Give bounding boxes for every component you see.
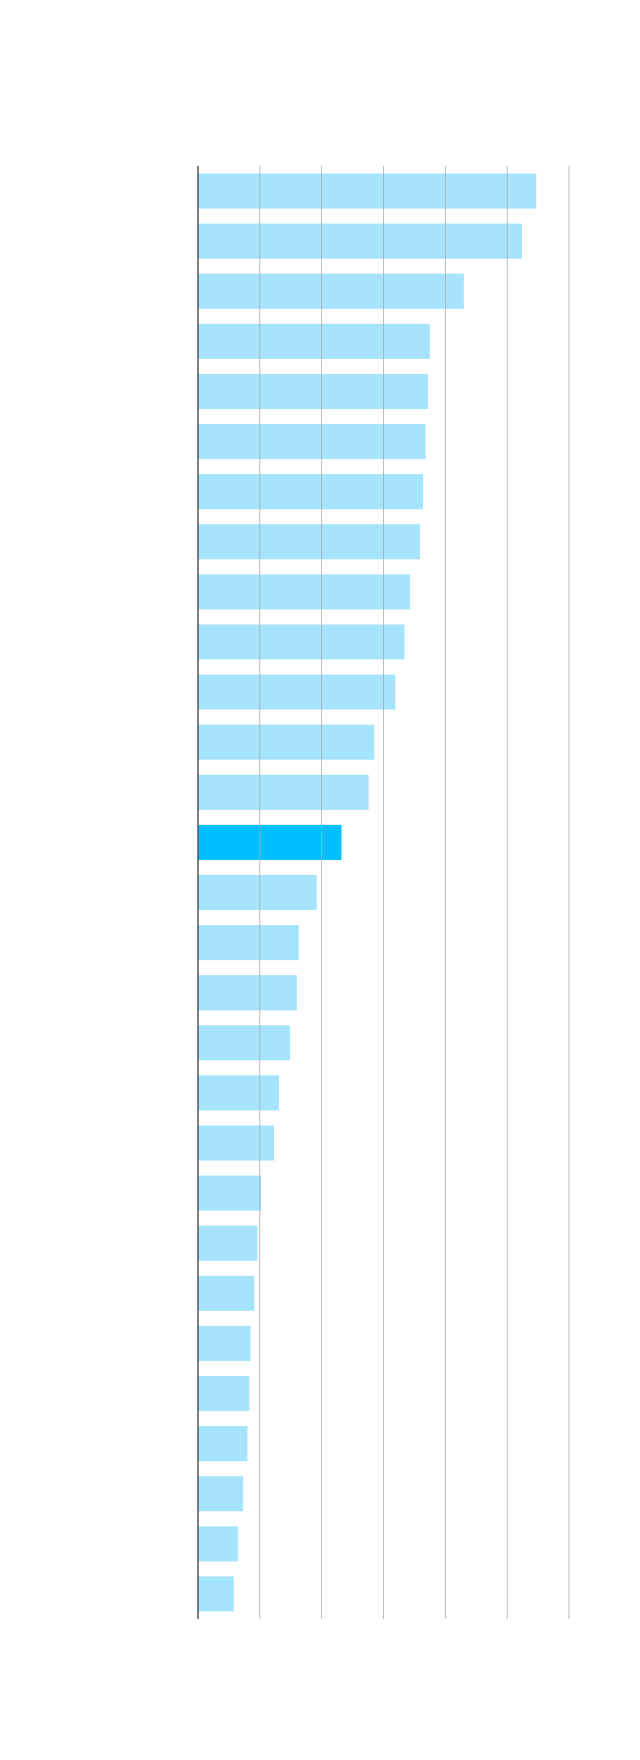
bar xyxy=(198,975,297,1011)
bar xyxy=(198,824,342,860)
bar xyxy=(198,1025,291,1061)
bar xyxy=(198,574,411,610)
bar xyxy=(198,474,424,510)
bar xyxy=(198,323,430,359)
bar xyxy=(198,1125,275,1161)
bar xyxy=(198,1375,250,1412)
bar xyxy=(198,424,426,460)
bar xyxy=(198,1476,244,1512)
bar xyxy=(198,874,317,911)
bar xyxy=(198,1225,258,1261)
bar xyxy=(198,674,396,710)
bar xyxy=(198,1075,280,1111)
bar xyxy=(198,223,523,259)
bar xyxy=(198,774,369,810)
bar xyxy=(198,273,464,309)
bar xyxy=(198,1426,248,1462)
bar xyxy=(198,1275,255,1311)
bar xyxy=(198,173,537,209)
bar xyxy=(198,524,420,560)
bar xyxy=(198,925,299,961)
bar xyxy=(198,1175,262,1211)
bar xyxy=(198,373,429,410)
bar xyxy=(198,1526,239,1562)
bar xyxy=(198,724,375,760)
bar xyxy=(198,1325,251,1361)
bar xyxy=(198,1576,234,1612)
bar xyxy=(198,624,405,660)
